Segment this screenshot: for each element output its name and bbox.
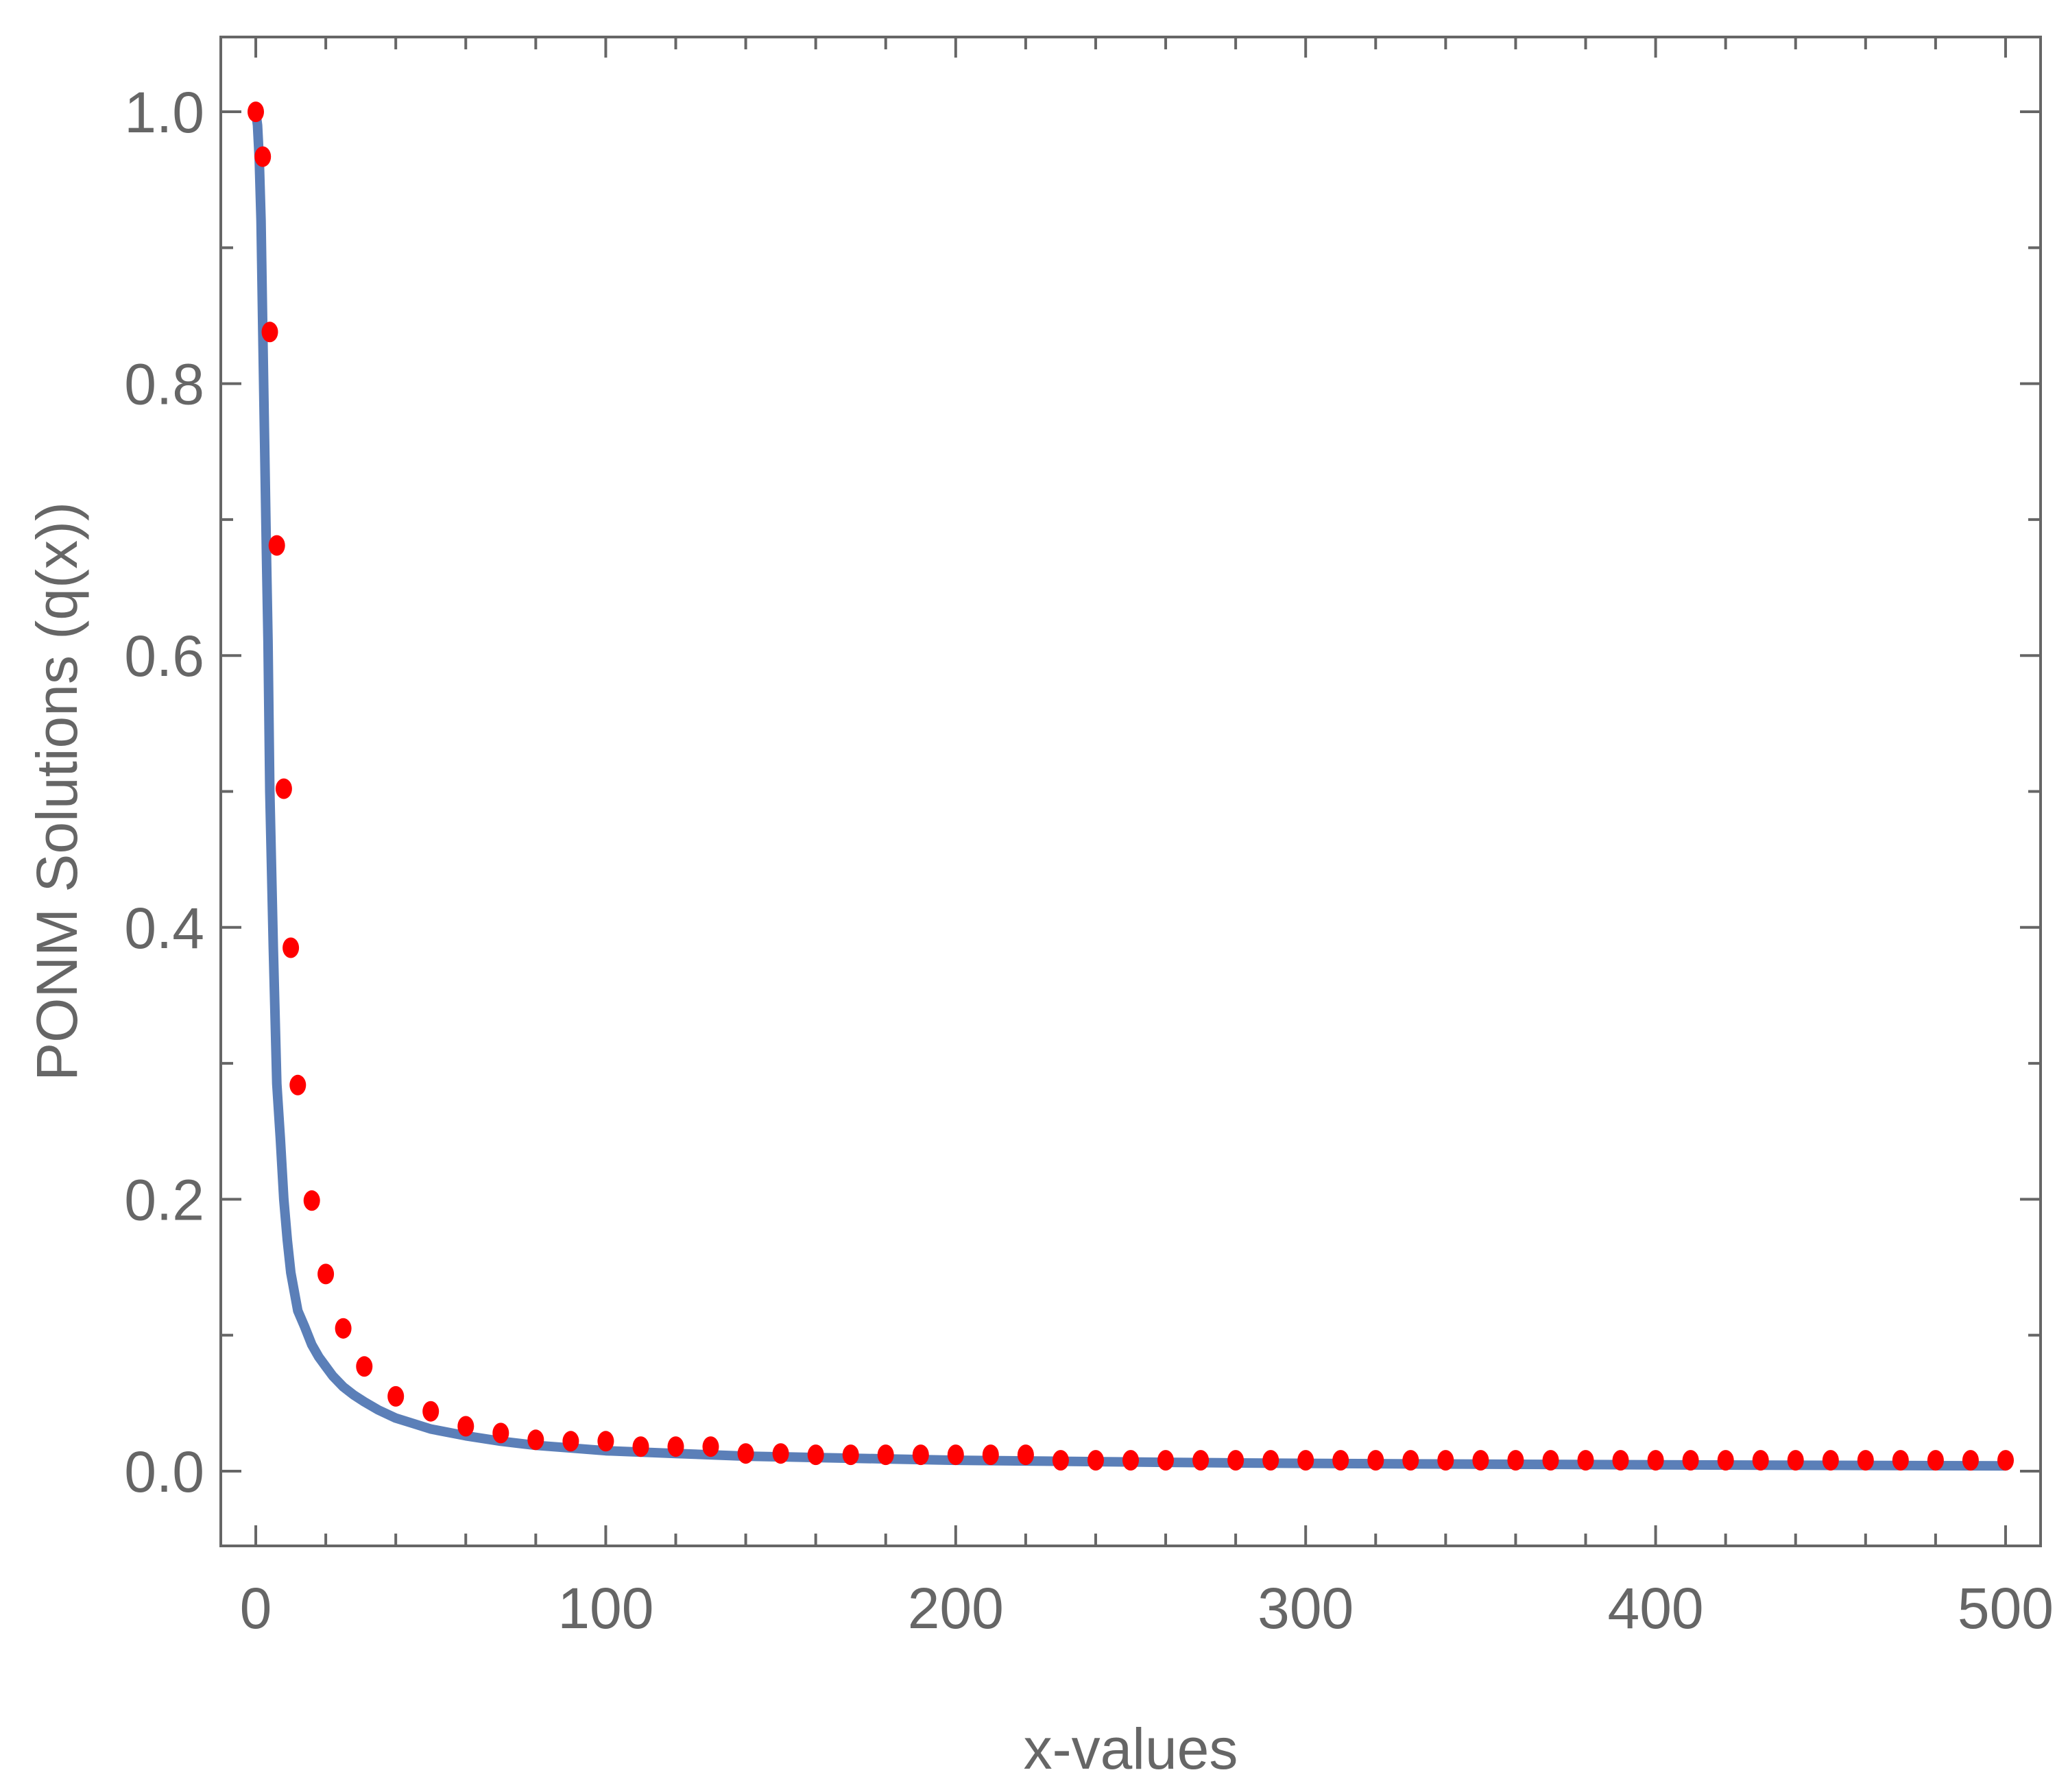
y-axis-title: PONM Solutions (q(x)) xyxy=(25,502,89,1081)
data-point xyxy=(1682,1450,1699,1471)
data-point xyxy=(1962,1450,1979,1471)
data-point xyxy=(912,1444,929,1466)
data-point xyxy=(356,1356,373,1377)
data-point xyxy=(457,1416,474,1437)
data-point xyxy=(1892,1450,1909,1471)
data-point xyxy=(1857,1450,1874,1471)
data-point xyxy=(303,1190,320,1211)
x-tick-label: 100 xyxy=(557,1576,653,1640)
data-point xyxy=(1717,1450,1734,1471)
y-tick-label: 0.4 xyxy=(124,896,204,960)
data-point xyxy=(275,778,292,799)
data-point xyxy=(1472,1450,1489,1471)
plot-frame xyxy=(219,36,2042,1547)
data-point xyxy=(1367,1450,1384,1471)
data-point xyxy=(632,1436,649,1457)
y-tick-label: 1.0 xyxy=(124,80,204,145)
data-point xyxy=(1332,1450,1349,1471)
y-tick-label: 0.0 xyxy=(124,1440,204,1504)
data-point xyxy=(1262,1450,1279,1471)
data-point xyxy=(289,1074,306,1095)
y-tick-label: 0.8 xyxy=(124,352,204,417)
data-point xyxy=(317,1263,335,1285)
data-point xyxy=(1437,1450,1454,1471)
data-point xyxy=(1122,1450,1139,1471)
data-point xyxy=(248,101,264,123)
data-point xyxy=(842,1444,859,1466)
data-point xyxy=(1752,1450,1769,1471)
data-point xyxy=(1157,1450,1174,1471)
data-point xyxy=(1087,1450,1104,1471)
data-point xyxy=(702,1436,719,1457)
data-point xyxy=(597,1431,614,1452)
data-point xyxy=(1822,1450,1839,1471)
data-point xyxy=(1017,1444,1034,1466)
data-point xyxy=(1612,1450,1629,1471)
data-point xyxy=(1227,1450,1245,1471)
x-tick-label: 0 xyxy=(240,1576,272,1640)
data-point xyxy=(807,1444,824,1466)
data-point xyxy=(261,322,278,343)
data-point xyxy=(268,535,285,556)
data-point xyxy=(335,1318,352,1339)
data-point xyxy=(877,1444,894,1466)
x-tick-label: 200 xyxy=(908,1576,1004,1640)
data-point xyxy=(1507,1450,1524,1471)
x-tick-label: 500 xyxy=(1958,1576,2054,1640)
data-point xyxy=(1647,1450,1664,1471)
x-tick-label: 300 xyxy=(1258,1576,1354,1640)
ticks-layer xyxy=(221,37,2041,1546)
data-point xyxy=(737,1443,754,1464)
data-point xyxy=(1997,1450,2014,1471)
data-point xyxy=(562,1431,579,1452)
plot-layer xyxy=(248,101,2014,1471)
data-point xyxy=(947,1444,964,1466)
data-point xyxy=(282,937,300,958)
data-point xyxy=(492,1422,509,1444)
data-point xyxy=(667,1436,684,1457)
data-point xyxy=(527,1429,544,1451)
data-point xyxy=(254,146,272,167)
data-point xyxy=(1297,1450,1314,1471)
labels-layer: 0 100 200 300 400 500 0.0 0.2 0.4 0.6 0.8 1.0 xyxy=(124,80,2054,1640)
data-point xyxy=(387,1385,405,1407)
data-point xyxy=(772,1443,789,1464)
data-point xyxy=(1787,1450,1804,1471)
data-point xyxy=(1402,1450,1419,1471)
data-point xyxy=(982,1444,999,1466)
data-point xyxy=(1052,1450,1069,1471)
y-tick-label: 0.2 xyxy=(124,1167,204,1232)
data-point xyxy=(1192,1450,1210,1471)
x-tick-label: 400 xyxy=(1607,1576,1703,1640)
data-point xyxy=(422,1401,440,1422)
data-point xyxy=(1927,1450,1944,1471)
y-tick-label: 0.6 xyxy=(124,624,204,688)
data-point xyxy=(1577,1450,1594,1471)
data-point xyxy=(1542,1450,1559,1471)
x-axis-title: x-values xyxy=(1024,1717,1238,1781)
